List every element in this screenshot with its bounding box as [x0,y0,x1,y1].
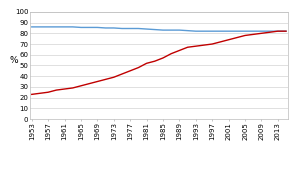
Men [112,27,116,29]
Women [284,30,288,32]
Men [186,30,189,32]
Men [161,29,165,31]
Men [30,26,34,28]
Line: Women: Women [32,31,286,94]
Women [211,43,214,45]
Women [112,76,116,78]
Women [46,91,50,93]
Women [79,85,83,87]
Women [243,35,247,37]
Men [235,30,238,32]
Men [202,30,206,32]
Women [120,73,124,75]
Women [202,44,206,46]
Women [268,31,271,33]
Women [227,39,230,41]
Men [169,29,173,31]
Men [178,29,181,31]
Women [38,92,42,94]
Men [120,28,124,30]
Women [178,49,181,52]
Men [104,27,107,29]
Men [260,30,263,32]
Men [276,30,279,32]
Men [153,29,157,31]
Men [55,26,58,28]
Men [79,26,83,28]
Women [55,89,58,91]
Men [87,26,91,28]
Men [252,30,255,32]
Women [96,81,99,83]
Women [186,46,189,48]
Women [30,93,34,95]
Men [227,30,230,32]
Men [63,26,66,28]
Men [128,28,132,30]
Men [194,30,198,32]
Men [46,26,50,28]
Men [219,30,222,32]
Women [153,60,157,62]
Women [87,83,91,85]
Women [235,37,238,39]
Men [96,26,99,28]
Men [268,30,271,32]
Women [104,78,107,80]
Men [284,30,288,32]
Women [169,53,173,55]
Women [219,41,222,43]
Men [71,26,75,28]
Men [38,26,42,28]
Women [260,32,263,34]
Men [211,30,214,32]
Women [161,57,165,59]
Women [137,67,140,69]
Women [63,88,66,90]
Men [137,28,140,30]
Women [71,87,75,89]
Y-axis label: %: % [9,56,18,65]
Women [128,70,132,72]
Line: Men: Men [32,27,286,31]
Women [252,33,255,35]
Men [145,28,148,30]
Women [276,30,279,32]
Women [145,62,148,64]
Men [243,30,247,32]
Women [194,45,198,47]
